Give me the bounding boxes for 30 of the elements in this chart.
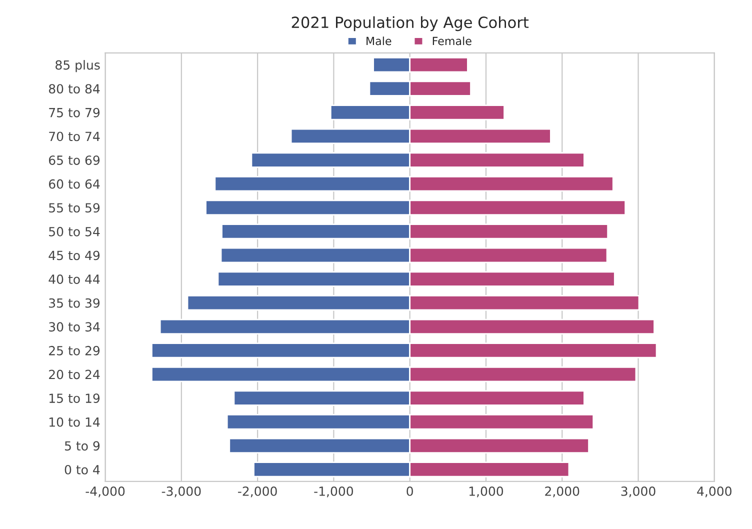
y-tick-label: 15 to 19 xyxy=(49,394,100,403)
y-tick-label: 25 to 29 xyxy=(49,346,100,356)
y-tick-label: 50 to 54 xyxy=(49,226,100,236)
y-tick-label: 35 to 39 xyxy=(49,298,100,308)
x-tick-label: -1,000 xyxy=(314,486,354,498)
legend-label: Female xyxy=(432,36,472,46)
y-tick-label: 85 plus xyxy=(56,60,100,72)
x-tick-label: 3,000 xyxy=(621,486,656,498)
y-tick-label: 70 to 74 xyxy=(49,132,100,142)
y-tick-label: 45 to 49 xyxy=(48,250,100,260)
x-tick-label: 0 xyxy=(406,486,413,496)
y-tick-label: 10 to 14 xyxy=(49,417,100,427)
x-tick-label: -2,000 xyxy=(238,486,277,498)
x-tick-label: 2,000 xyxy=(545,486,580,498)
y-tick-label: 55 to 59 xyxy=(49,203,100,213)
x-tick-label: -3,000 xyxy=(162,486,201,498)
y-tick-label: 40 to 44 xyxy=(48,274,100,284)
legend-label: Male xyxy=(366,36,392,46)
x-tick-label: -4,000 xyxy=(86,486,125,498)
x-tick-label: 1,000 xyxy=(469,486,504,498)
y-tick-label: 75 to 79 xyxy=(49,108,100,118)
y-tick-label: 20 to 24 xyxy=(49,370,100,380)
x-tick-label: 4,000 xyxy=(697,486,732,498)
y-tick-label: 65 to 69 xyxy=(48,155,100,165)
chart-title: 2021 Population by Age Cohort xyxy=(292,16,529,32)
y-tick-label: 0 to 4 xyxy=(64,464,100,474)
y-tick-label: 60 to 64 xyxy=(48,179,100,189)
y-tick-label: 80 to 84 xyxy=(48,84,100,94)
y-tick-label: 30 to 34 xyxy=(49,322,100,332)
y-tick-label: 5 to 9 xyxy=(64,441,100,451)
